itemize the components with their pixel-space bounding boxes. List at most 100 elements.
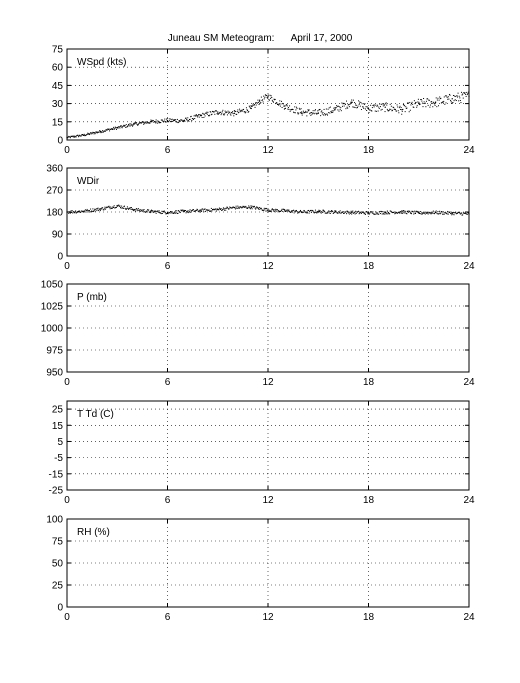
- data-point: [270, 97, 272, 99]
- data-point: [68, 135, 70, 137]
- data-point: [170, 121, 172, 123]
- data-point: [180, 119, 182, 121]
- data-point: [78, 210, 80, 212]
- data-point: [249, 207, 251, 209]
- data-point: [281, 209, 283, 211]
- data-point: [298, 112, 300, 114]
- data-point: [405, 107, 407, 109]
- data-point: [281, 106, 283, 108]
- data-point: [168, 212, 170, 214]
- data-point: [440, 212, 442, 214]
- y-tick-label: 75: [52, 45, 64, 56]
- data-point: [430, 213, 432, 215]
- data-point: [92, 132, 94, 134]
- data-point: [339, 108, 341, 110]
- data-point: [295, 106, 297, 108]
- data-point: [139, 208, 141, 210]
- data-point: [228, 112, 230, 114]
- data-point: [213, 208, 215, 210]
- data-point: [385, 211, 387, 213]
- data-point: [161, 119, 163, 121]
- data-point: [262, 99, 264, 101]
- data-point: [146, 121, 148, 123]
- data-point: [79, 134, 81, 136]
- data-point: [244, 111, 246, 113]
- data-point: [253, 205, 255, 207]
- data-point: [166, 120, 168, 122]
- data-point: [454, 212, 456, 214]
- data-point: [228, 111, 230, 113]
- data-point: [155, 210, 157, 212]
- data-point: [290, 211, 292, 213]
- data-point: [249, 107, 251, 109]
- data-point: [272, 209, 274, 211]
- data-point: [346, 210, 348, 212]
- data-point: [412, 106, 414, 108]
- data-point: [373, 213, 375, 215]
- data-point: [71, 136, 73, 138]
- data-point: [76, 134, 78, 136]
- data-point: [90, 208, 92, 210]
- data-point: [213, 111, 215, 113]
- data-point: [379, 103, 381, 105]
- data-point: [207, 115, 209, 117]
- data-point: [164, 212, 166, 214]
- data-point: [268, 209, 270, 211]
- data-point: [95, 208, 97, 210]
- data-point: [288, 108, 290, 110]
- data-point: [95, 132, 97, 134]
- data-point: [386, 108, 388, 110]
- data-point: [165, 118, 167, 120]
- data-point: [167, 118, 169, 120]
- data-point: [220, 208, 222, 210]
- data-point: [234, 207, 236, 209]
- data-point: [207, 111, 209, 113]
- data-point: [322, 114, 324, 116]
- data-point: [240, 111, 242, 113]
- data-point: [324, 114, 326, 116]
- data-point: [190, 211, 192, 213]
- data-point: [267, 97, 269, 99]
- figure-title: Juneau SM Meteogram:: [167, 33, 275, 44]
- data-point: [186, 119, 188, 121]
- data-point: [337, 211, 339, 213]
- data-point: [341, 211, 343, 213]
- data-point: [268, 99, 270, 101]
- x-tick-label: 0: [64, 495, 70, 506]
- data-point: [101, 131, 103, 133]
- data-point: [355, 212, 357, 214]
- data-point: [397, 110, 399, 112]
- data-point: [332, 110, 334, 112]
- data-point: [390, 210, 392, 212]
- data-point: [73, 135, 75, 137]
- data-point: [424, 103, 426, 105]
- data-point: [313, 113, 315, 115]
- data-point: [166, 119, 169, 122]
- data-point: [131, 208, 133, 210]
- data-point: [425, 100, 427, 102]
- data-point: [109, 206, 111, 208]
- data-point: [168, 121, 170, 123]
- data-point: [255, 208, 257, 210]
- data-point: [423, 212, 425, 214]
- data-point: [176, 210, 178, 212]
- data-point: [458, 212, 460, 214]
- data-point: [214, 209, 216, 211]
- data-point: [162, 210, 164, 212]
- data-point: [152, 119, 154, 121]
- data-point: [197, 210, 199, 212]
- data-point: [319, 210, 321, 212]
- data-point: [165, 213, 167, 215]
- data-point: [252, 104, 254, 106]
- data-point: [95, 131, 97, 133]
- data-point: [211, 210, 213, 212]
- data-point: [311, 113, 313, 115]
- data-point: [103, 209, 105, 211]
- data-point: [81, 134, 83, 136]
- data-point: [213, 111, 215, 113]
- data-point: [209, 210, 211, 212]
- data-point: [320, 115, 322, 117]
- data-point: [106, 129, 108, 131]
